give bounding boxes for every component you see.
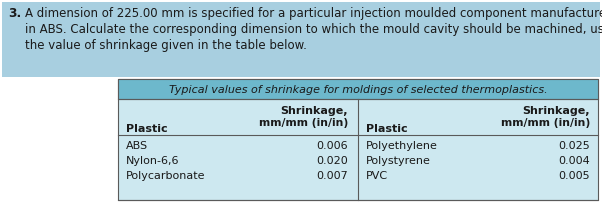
Text: 3.: 3. (8, 7, 21, 20)
Text: A dimension of 225.00 mm is specified for a particular injection moulded compone: A dimension of 225.00 mm is specified fo… (25, 7, 602, 20)
Text: in ABS. Calculate the corresponding dimension to which the mould cavity should b: in ABS. Calculate the corresponding dime… (25, 23, 602, 36)
Text: 0.007: 0.007 (316, 170, 348, 180)
Text: 0.006: 0.006 (317, 140, 348, 150)
FancyBboxPatch shape (2, 3, 600, 78)
Text: the value of shrinkage given in the table below.: the value of shrinkage given in the tabl… (25, 39, 307, 52)
Text: Plastic: Plastic (126, 123, 167, 133)
Text: 0.025: 0.025 (558, 140, 590, 150)
FancyBboxPatch shape (118, 80, 598, 200)
Text: 0.004: 0.004 (558, 155, 590, 165)
Text: 0.005: 0.005 (559, 170, 590, 180)
Text: Polycarbonate: Polycarbonate (126, 170, 205, 180)
Text: 0.020: 0.020 (316, 155, 348, 165)
Text: Typical values of shrinkage for moldings of selected thermoplastics.: Typical values of shrinkage for moldings… (169, 85, 547, 94)
Text: Plastic: Plastic (366, 123, 408, 133)
Text: mm/mm (in/in): mm/mm (in/in) (259, 118, 348, 127)
Text: PVC: PVC (366, 170, 388, 180)
Text: Shrinkage,: Shrinkage, (281, 105, 348, 115)
Text: ABS: ABS (126, 140, 148, 150)
Text: Nylon-6,6: Nylon-6,6 (126, 155, 179, 165)
Text: mm/mm (in/in): mm/mm (in/in) (501, 118, 590, 127)
FancyBboxPatch shape (118, 80, 598, 100)
Text: Shrinkage,: Shrinkage, (523, 105, 590, 115)
Text: Polystyrene: Polystyrene (366, 155, 431, 165)
Text: Polyethylene: Polyethylene (366, 140, 438, 150)
